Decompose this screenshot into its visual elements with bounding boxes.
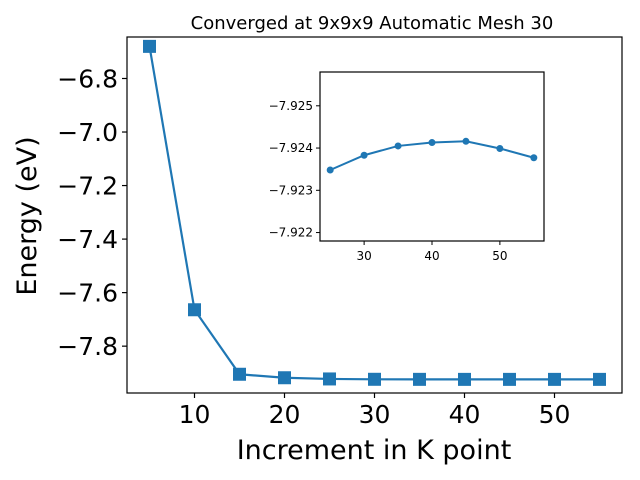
inset-axis-ticks: 30 40 50 −7.925 −7.924 −7.923 −7.922	[269, 99, 508, 263]
inset-x-tick-label: 50	[492, 249, 507, 263]
circle-data-point	[394, 142, 402, 150]
inset-x-tick-label: 30	[356, 249, 371, 263]
x-tick-label: 20	[269, 400, 301, 429]
y-tick-label: −6.8	[57, 64, 118, 93]
inset-series	[326, 137, 538, 174]
main-axis-ticks: 10 20 30 40 50 −7.8 −7.6 −7.4 −7.2 −7.0 −6.8	[57, 64, 570, 429]
inset-y-tick-label: −7.925	[269, 99, 313, 113]
square-data-point	[548, 372, 561, 386]
circle-data-point	[496, 144, 504, 152]
square-data-point	[593, 372, 606, 386]
square-data-point	[368, 372, 381, 386]
y-tick-label: −7.8	[57, 332, 118, 361]
main-series	[143, 39, 606, 386]
circle-data-point	[326, 166, 334, 174]
x-tick-label: 40	[449, 400, 481, 429]
y-tick-label: −7.2	[57, 172, 118, 201]
chart-title: Converged at 9x9x9 Automatic Mesh 30	[191, 13, 554, 34]
square-data-point	[323, 372, 336, 386]
inset-x-tick-label: 40	[424, 249, 439, 263]
circle-data-point	[360, 151, 368, 159]
square-data-point	[278, 371, 291, 385]
circle-data-point	[530, 154, 538, 162]
y-tick-label: −7.4	[57, 225, 118, 254]
inset-y-tick-label: −7.923	[269, 183, 313, 197]
y-axis-label: Energy (eV)	[12, 136, 43, 295]
circle-data-point	[462, 137, 470, 145]
square-data-point	[143, 39, 156, 53]
inset-y-tick-label: −7.922	[269, 226, 313, 240]
y-tick-label: −7.6	[57, 279, 118, 308]
square-data-point	[413, 372, 426, 386]
main-plot: 10 20 30 40 50 −7.8 −7.6 −7.4 −7.2 −7.0 −6.8	[57, 36, 623, 429]
y-tick-label: −7.0	[57, 118, 118, 147]
x-tick-label: 10	[179, 400, 211, 429]
square-data-point	[458, 372, 471, 386]
inset-plot: 30 40 50 −7.925 −7.924 −7.923 −7.922	[269, 71, 545, 263]
square-data-point	[233, 367, 246, 381]
x-axis-label: Increment in K point	[237, 435, 512, 466]
x-tick-label: 50	[539, 400, 571, 429]
square-data-point	[503, 372, 516, 386]
square-data-point	[188, 303, 201, 317]
circle-data-point	[428, 139, 436, 147]
inset-background	[320, 72, 544, 241]
inset-y-tick-label: −7.924	[269, 141, 313, 155]
x-tick-label: 30	[359, 400, 391, 429]
